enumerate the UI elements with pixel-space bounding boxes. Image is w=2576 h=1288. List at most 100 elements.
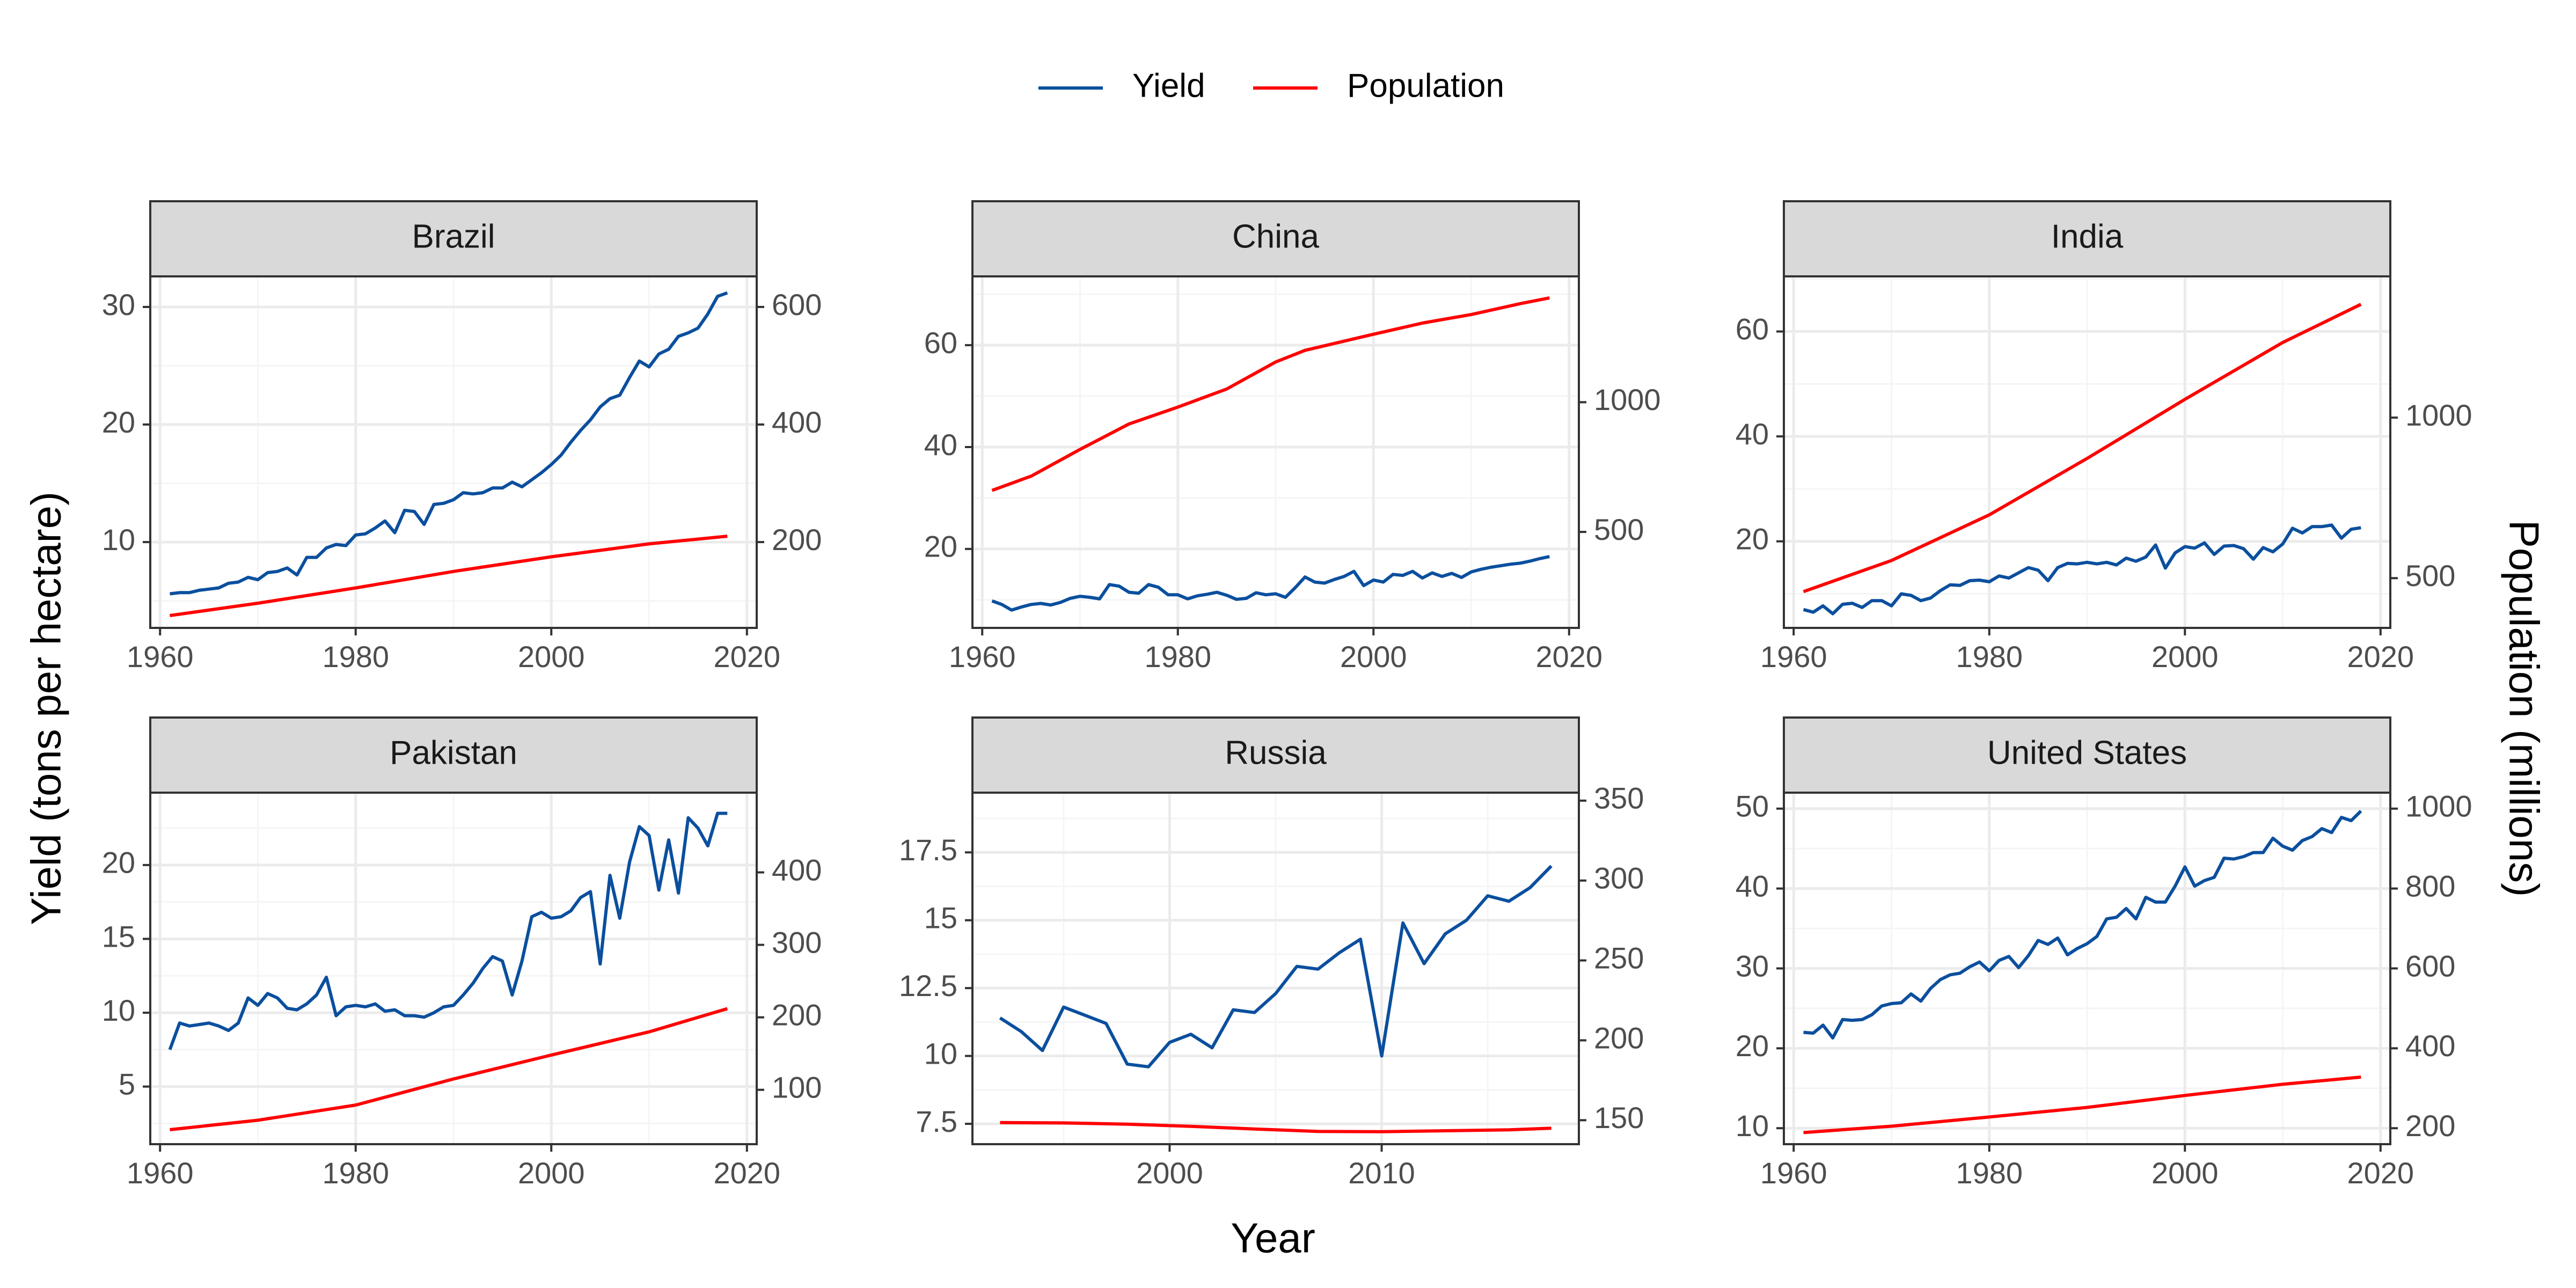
series-line-population bbox=[991, 296, 1550, 492]
x-tick-label: 2020 bbox=[2347, 1156, 2414, 1190]
panel-border bbox=[149, 792, 758, 1145]
y-right-tick-label: 600 bbox=[772, 288, 822, 321]
y-left-tick-label: 20 bbox=[102, 405, 135, 439]
x-tick-label: 1960 bbox=[127, 640, 194, 674]
y-left-axis-title: Yield (tons per hectare) bbox=[23, 492, 70, 925]
facet-title: Pakistan bbox=[390, 734, 517, 771]
y-right-tick-label: 250 bbox=[1594, 941, 1644, 975]
y-left-tick-label: 15 bbox=[102, 919, 135, 953]
x-tick-label: 2020 bbox=[713, 640, 780, 674]
y-left-tick-label: 20 bbox=[924, 530, 957, 564]
x-tick-label: 1960 bbox=[1760, 640, 1827, 674]
y-right-tick-label: 400 bbox=[772, 405, 822, 439]
facet-title: Brazil bbox=[412, 218, 495, 255]
y-left-tick-label: 30 bbox=[1736, 949, 1769, 983]
series-line-yield bbox=[1803, 810, 2362, 1040]
facet-title: China bbox=[1232, 218, 1320, 255]
y-left-tick-label: 17.5 bbox=[899, 833, 957, 867]
y-right-tick-label: 1000 bbox=[2405, 398, 2472, 432]
series-line-population bbox=[1803, 303, 2362, 594]
y-right-tick-label: 200 bbox=[772, 998, 822, 1031]
x-tick-label: 1980 bbox=[1956, 1156, 2023, 1190]
series-line-population bbox=[1803, 1075, 2361, 1135]
y-right-tick-label: 1000 bbox=[2405, 789, 2472, 823]
y-right-tick-label: 200 bbox=[1594, 1021, 1644, 1055]
x-tick-label: 1960 bbox=[1760, 1156, 1827, 1190]
y-left-tick-label: 5 bbox=[119, 1067, 135, 1101]
y-left-tick-label: 15 bbox=[924, 901, 957, 935]
y-right-axis-title: Population (millions) bbox=[2500, 520, 2548, 897]
panel-pakistan: Pakistan 1960 1980 2000 2020 5 10 15 20 100 200 300… bbox=[102, 716, 822, 1190]
y-right-tick-label: 400 bbox=[2405, 1029, 2455, 1063]
y-left-tick-label: 10 bbox=[924, 1036, 957, 1070]
facet-strip bbox=[149, 716, 758, 794]
y-left-tick-label: 10 bbox=[1736, 1109, 1769, 1143]
y-right-tick-label: 300 bbox=[772, 925, 822, 959]
panel-border bbox=[971, 792, 1580, 1145]
panel-border bbox=[149, 275, 758, 629]
series-line-yield bbox=[991, 555, 1550, 612]
panel-united-states: United States 1960 1980 2000 2020 10 20 30 40 50 2… bbox=[1736, 716, 2472, 1190]
y-left-tick-label: 40 bbox=[924, 428, 957, 462]
x-tick-label: 2000 bbox=[518, 1156, 585, 1190]
x-tick-label: 2020 bbox=[2347, 640, 2414, 674]
x-tick-label: 2000 bbox=[2151, 1156, 2219, 1190]
x-tick-label: 1960 bbox=[949, 640, 1016, 674]
y-right-tick-label: 500 bbox=[1594, 513, 1644, 546]
y-right-tick-label: 500 bbox=[2405, 559, 2455, 592]
y-right-tick-label: 150 bbox=[1594, 1101, 1644, 1135]
panel-brazil: Brazil 1960 1980 2000 2020 10 20 30 200 400 600 bbox=[102, 200, 822, 674]
y-left-tick-label: 20 bbox=[1736, 1029, 1769, 1063]
facet-strip bbox=[971, 200, 1580, 277]
y-left-tick-label: 20 bbox=[1736, 522, 1769, 555]
y-left-tick-label: 40 bbox=[1736, 417, 1769, 451]
legend: Yield Population bbox=[1038, 67, 1504, 104]
panel-border bbox=[971, 275, 1580, 629]
x-axis-title: Year bbox=[1231, 1214, 1315, 1262]
series-line-yield bbox=[170, 291, 728, 596]
x-tick-label: 2020 bbox=[1535, 640, 1602, 674]
x-tick-label: 1960 bbox=[127, 1156, 194, 1190]
y-right-tick-label: 200 bbox=[2405, 1109, 2455, 1143]
legend-population-label: Population bbox=[1347, 67, 1504, 104]
facet-strip bbox=[149, 200, 758, 277]
x-tick-label: 2010 bbox=[1348, 1156, 1415, 1190]
facet-strip bbox=[971, 716, 1580, 794]
x-tick-label: 1980 bbox=[1956, 640, 2023, 674]
facet-title: India bbox=[2051, 218, 2124, 255]
x-tick-label: 2000 bbox=[1340, 640, 1407, 674]
series-line-yield bbox=[999, 865, 1553, 1069]
series-line-yield bbox=[1803, 523, 2361, 616]
x-tick-label: 1980 bbox=[1144, 640, 1211, 674]
series-line-population bbox=[170, 1007, 728, 1131]
panel-russia: Russia 2000 2010 7.5 10 12.5 15 17.5 150 200 250 30… bbox=[899, 716, 1644, 1190]
x-tick-label: 2000 bbox=[1136, 1156, 1203, 1190]
y-left-tick-label: 50 bbox=[1736, 789, 1769, 823]
series-line-population bbox=[170, 535, 728, 617]
x-tick-label: 1980 bbox=[322, 1156, 389, 1190]
panel-border bbox=[1783, 275, 2391, 629]
y-right-tick-label: 400 bbox=[772, 853, 822, 887]
y-left-tick-label: 10 bbox=[102, 993, 135, 1027]
y-left-tick-label: 7.5 bbox=[916, 1104, 957, 1138]
series-line-population bbox=[1000, 1121, 1552, 1133]
y-right-tick-label: 300 bbox=[1594, 861, 1644, 895]
x-tick-label: 2000 bbox=[2151, 640, 2219, 674]
y-right-tick-label: 200 bbox=[772, 523, 822, 557]
y-left-tick-label: 40 bbox=[1736, 869, 1769, 903]
y-right-tick-label: 100 bbox=[772, 1071, 822, 1104]
facet-title: United States bbox=[1987, 734, 2187, 771]
facet-title: Russia bbox=[1225, 734, 1327, 771]
y-right-tick-label: 800 bbox=[2405, 869, 2455, 903]
legend-yield-label: Yield bbox=[1132, 67, 1205, 104]
facet-strip bbox=[1783, 200, 2391, 277]
y-left-tick-label: 60 bbox=[924, 326, 957, 360]
y-left-tick-label: 10 bbox=[102, 523, 135, 557]
y-right-tick-label: 600 bbox=[2405, 949, 2455, 983]
y-left-tick-label: 20 bbox=[102, 846, 135, 880]
y-right-tick-label: 350 bbox=[1594, 781, 1644, 815]
